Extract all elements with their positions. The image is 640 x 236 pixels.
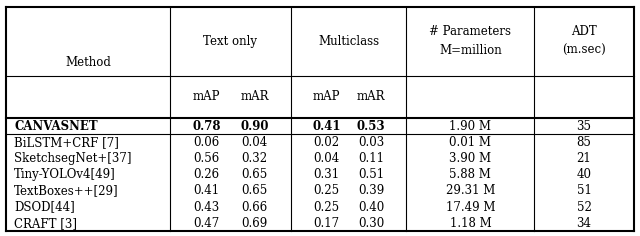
Text: Method: Method [65, 56, 111, 69]
Text: 0.39: 0.39 [358, 184, 385, 197]
Text: 0.32: 0.32 [241, 152, 268, 165]
Text: 21: 21 [577, 152, 591, 165]
Text: 0.56: 0.56 [193, 152, 220, 165]
Text: 0.02: 0.02 [314, 136, 339, 149]
Text: DSOD[44]: DSOD[44] [14, 201, 75, 214]
Text: 0.06: 0.06 [193, 136, 220, 149]
Text: 0.04: 0.04 [241, 136, 268, 149]
Text: mAP: mAP [313, 90, 340, 103]
Text: 0.17: 0.17 [314, 217, 339, 230]
Text: TextBoxes++[29]: TextBoxes++[29] [14, 184, 118, 197]
Text: 0.03: 0.03 [358, 136, 385, 149]
Text: 0.31: 0.31 [314, 168, 339, 181]
Text: mAR: mAR [357, 90, 385, 103]
Text: 0.90: 0.90 [240, 120, 269, 133]
Text: M=million: M=million [439, 44, 502, 57]
Text: 0.69: 0.69 [241, 217, 268, 230]
Text: 51: 51 [577, 184, 591, 197]
Text: SketchsegNet+[37]: SketchsegNet+[37] [14, 152, 132, 165]
Text: ADT: ADT [571, 25, 597, 38]
Text: 0.65: 0.65 [241, 184, 268, 197]
Text: 0.53: 0.53 [357, 120, 385, 133]
Text: 17.49 M: 17.49 M [445, 201, 495, 214]
Text: 40: 40 [577, 168, 591, 181]
Text: 0.41: 0.41 [312, 120, 340, 133]
Text: mAR: mAR [240, 90, 269, 103]
Text: 0.11: 0.11 [358, 152, 384, 165]
Text: 29.31 M: 29.31 M [445, 184, 495, 197]
Text: 0.26: 0.26 [193, 168, 220, 181]
Text: mAP: mAP [193, 90, 220, 103]
Text: 0.04: 0.04 [313, 152, 340, 165]
Text: Text only: Text only [204, 35, 257, 48]
Text: 0.25: 0.25 [314, 184, 339, 197]
Text: 0.78: 0.78 [192, 120, 221, 133]
Text: 1.18 M: 1.18 M [449, 217, 492, 230]
Text: 0.01 M: 0.01 M [449, 136, 492, 149]
Text: 0.51: 0.51 [358, 168, 384, 181]
Text: BiLSTM+CRF [7]: BiLSTM+CRF [7] [14, 136, 119, 149]
Text: (m.sec): (m.sec) [562, 44, 606, 57]
Text: 0.43: 0.43 [193, 201, 220, 214]
Text: 0.47: 0.47 [193, 217, 220, 230]
Text: 35: 35 [577, 120, 591, 133]
Text: 52: 52 [577, 201, 591, 214]
Text: Multiclass: Multiclass [318, 35, 380, 48]
Text: 0.65: 0.65 [241, 168, 268, 181]
Text: CANVASNET: CANVASNET [14, 120, 98, 133]
Text: # Parameters: # Parameters [429, 25, 511, 38]
Text: 0.40: 0.40 [358, 201, 385, 214]
Text: 3.90 M: 3.90 M [449, 152, 492, 165]
Text: 1.90 M: 1.90 M [449, 120, 492, 133]
Text: 0.30: 0.30 [358, 217, 385, 230]
Text: CRAFT [3]: CRAFT [3] [14, 217, 77, 230]
Text: 85: 85 [577, 136, 591, 149]
Text: 5.88 M: 5.88 M [449, 168, 492, 181]
Text: 0.66: 0.66 [241, 201, 268, 214]
Text: 0.41: 0.41 [193, 184, 220, 197]
Text: 0.25: 0.25 [314, 201, 339, 214]
Text: 34: 34 [577, 217, 591, 230]
Text: Tiny-YOLOv4[49]: Tiny-YOLOv4[49] [14, 168, 116, 181]
